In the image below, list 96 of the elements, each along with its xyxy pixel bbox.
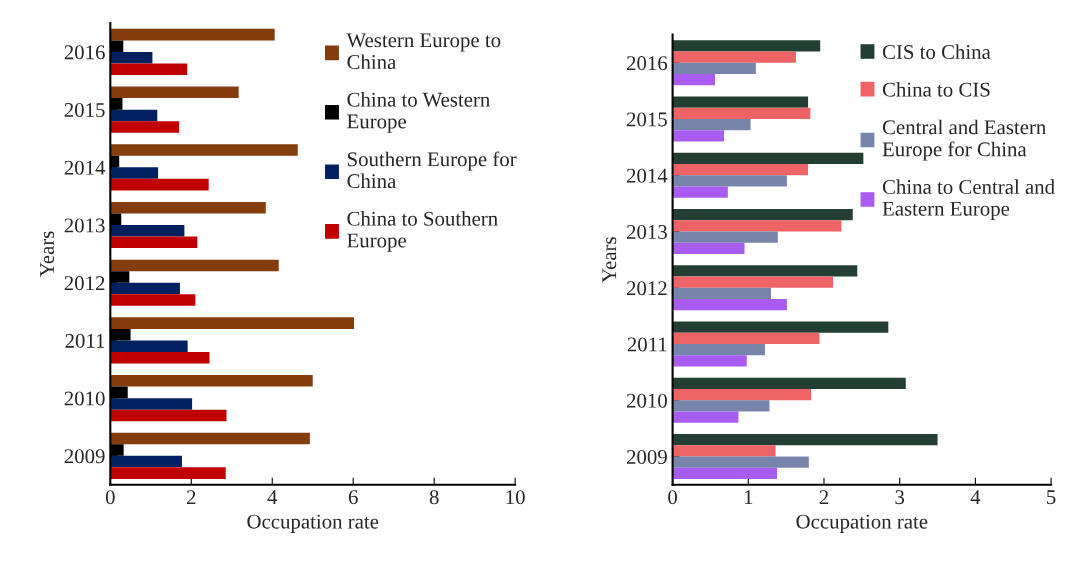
x-tick-label: 4: [267, 490, 278, 504]
bar: [672, 74, 715, 86]
bar: [110, 121, 180, 133]
x-tick-label: 8: [429, 490, 439, 505]
bar: [672, 107, 811, 120]
x-tick-label: 2: [186, 490, 196, 504]
x-tick-label: 10: [506, 490, 525, 505]
bar: [672, 130, 725, 142]
bar: [110, 409, 227, 422]
y-tick-label: 2010: [64, 391, 105, 406]
bar: [110, 236, 198, 249]
legend-label: Western Europe to China: [346, 33, 501, 70]
bar: [672, 242, 745, 255]
y-tick-label: 2016: [64, 45, 105, 60]
bar: [110, 86, 239, 99]
bar: [672, 287, 771, 300]
bar: [672, 186, 728, 198]
bar: [110, 375, 313, 387]
y-tick-label: 2014: [64, 160, 106, 175]
legend-label: Central and Eastern Europe for China: [882, 119, 1047, 161]
y-tick-label: 2015: [626, 112, 667, 127]
bar: [672, 332, 820, 345]
legend-label: China to Western Europe: [347, 92, 490, 133]
bar: [110, 51, 153, 64]
bar: [110, 109, 158, 122]
bar: [110, 167, 159, 179]
legend-label: CIS to China: [882, 44, 991, 60]
y-tick-label: 2010: [626, 393, 667, 408]
bar: [672, 355, 747, 367]
bar: [672, 389, 812, 401]
y-tick-label: 2013: [626, 224, 667, 239]
y-axis-title: Years: [40, 231, 54, 277]
y-tick-label: 2012: [64, 276, 105, 291]
bar: [672, 344, 765, 356]
bar: [110, 201, 266, 214]
x-tick-label: 2: [819, 490, 829, 504]
y-tick-label: 2009: [626, 449, 667, 464]
bar: [672, 411, 739, 423]
x-tick-label: 1: [744, 490, 753, 504]
bar: [672, 231, 778, 243]
y-tick-label: 2009: [64, 449, 105, 464]
bar: [672, 119, 751, 131]
bar: [672, 400, 770, 412]
bar: [672, 299, 787, 311]
legend-label: Southern Europe for China: [347, 151, 517, 189]
x-axis-title: Occupation rate: [796, 514, 928, 533]
legend-label: China to CIS: [882, 82, 990, 97]
bar: [672, 377, 906, 390]
bar: [672, 51, 796, 63]
bar: [672, 220, 842, 232]
y-tick-label: 2013: [64, 218, 105, 233]
y-tick-label: 2012: [626, 281, 667, 296]
bar: [110, 144, 298, 156]
y-tick-label: 2011: [65, 333, 105, 348]
bar: [672, 265, 858, 277]
x-tick-label: 6: [348, 490, 358, 505]
bar: [110, 282, 180, 295]
bar: [110, 432, 310, 445]
x-tick-label: 4: [970, 490, 981, 504]
x-tick-label: 5: [1047, 490, 1056, 505]
bar: [110, 398, 193, 410]
bar: [110, 351, 210, 364]
y-tick-label: 2016: [626, 56, 668, 71]
bar: [110, 294, 196, 306]
bar: [672, 209, 853, 221]
x-tick-label: 0: [668, 490, 677, 505]
bar: [672, 467, 778, 480]
bar: [672, 456, 809, 468]
bar: [110, 28, 275, 41]
y-tick-label: 2015: [64, 103, 105, 118]
bar: [110, 178, 209, 191]
bar: [110, 340, 188, 352]
bar: [110, 455, 182, 468]
bar: [110, 317, 355, 329]
y-tick-label: 2011: [627, 337, 667, 352]
y-axis-title: Years: [602, 237, 617, 283]
bar: [672, 445, 776, 457]
bar: [672, 96, 809, 108]
legend-label: China to Southern Europe: [347, 211, 498, 252]
bar: [672, 164, 809, 176]
bar: [110, 225, 185, 237]
x-axis-title: Occupation rate: [247, 514, 379, 533]
bar: [672, 276, 834, 288]
bar: [672, 321, 889, 333]
bar: [672, 40, 821, 52]
x-tick-label: 0: [105, 490, 115, 505]
bar: [110, 63, 188, 76]
bar: [672, 152, 864, 165]
bar: [110, 467, 226, 479]
x-tick-label: 3: [895, 490, 905, 505]
bar: [672, 62, 756, 74]
bar: [672, 434, 938, 446]
bar: [110, 259, 279, 272]
legend-label: China to Central and Eastern Europe: [882, 179, 1055, 221]
y-tick-label: 2014: [626, 168, 668, 183]
bar: [672, 175, 787, 187]
